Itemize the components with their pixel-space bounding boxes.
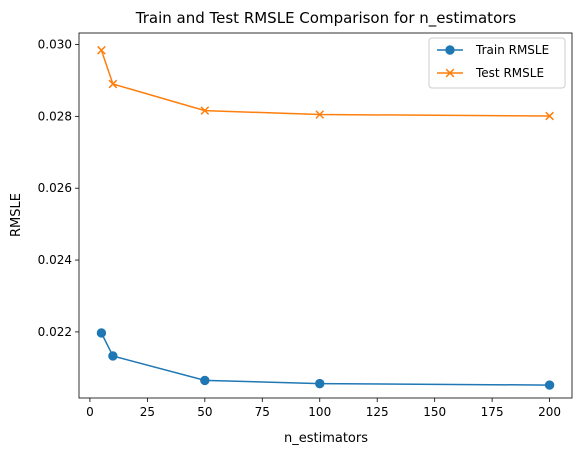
x-tick-label: 0	[86, 405, 94, 419]
y-tick-label: 0.024	[38, 253, 72, 267]
data-point-train	[108, 351, 118, 361]
x-tick-label: 100	[308, 405, 331, 419]
data-point-train	[200, 375, 210, 386]
x-marker-stroke	[97, 45, 106, 55]
x-marker-stroke	[545, 111, 554, 121]
x-tick-label: 25	[140, 405, 155, 419]
plot-frame	[78, 32, 573, 399]
x-tick-label: 175	[481, 405, 504, 419]
data-point-test	[545, 111, 554, 121]
legend: Train RMSLE Test RMSLE	[428, 37, 566, 89]
series-layer	[96, 45, 555, 390]
legend-label-train: Train RMSLE	[475, 43, 549, 57]
legend-marker-train	[445, 45, 455, 55]
x-marker-stroke	[315, 110, 325, 119]
data-point-test	[200, 106, 210, 115]
x-marker-stroke	[445, 68, 455, 78]
y-tick-label: 0.028	[38, 109, 72, 123]
x-tick-label: 125	[366, 405, 389, 419]
data-point-train	[544, 380, 555, 390]
x-tick-label: 200	[538, 405, 561, 419]
legend-marker-test	[445, 68, 455, 78]
data-point-train	[315, 378, 325, 389]
x-axis-label: n_estimators	[284, 431, 368, 446]
x-marker-stroke	[200, 106, 210, 115]
x-axis-ticks: 0 25 50 75 100 125 150 175 200	[86, 398, 561, 419]
data-point-test	[97, 45, 106, 55]
data-point-train	[96, 328, 107, 338]
x-tick-label: 150	[423, 405, 446, 419]
x-tick-label: 75	[255, 405, 270, 419]
data-point-test	[108, 79, 118, 89]
y-axis-ticks: 0.022 0.024 0.026 0.028 0.030	[38, 37, 79, 339]
y-tick-label: 0.030	[38, 37, 72, 51]
legend-marker-shape	[445, 68, 455, 78]
chart-title: Train and Test RMSLE Comparison for n_es…	[135, 9, 517, 28]
y-tick-label: 0.026	[38, 181, 72, 195]
legend-marker-shape	[445, 45, 455, 55]
legend-label-test: Test RMSLE	[475, 66, 544, 80]
y-tick-label: 0.022	[38, 325, 72, 339]
data-point-test	[315, 110, 325, 119]
x-marker-stroke	[108, 79, 118, 89]
x-tick-label: 50	[197, 405, 212, 419]
y-axis-label: RMSLE	[9, 193, 24, 237]
